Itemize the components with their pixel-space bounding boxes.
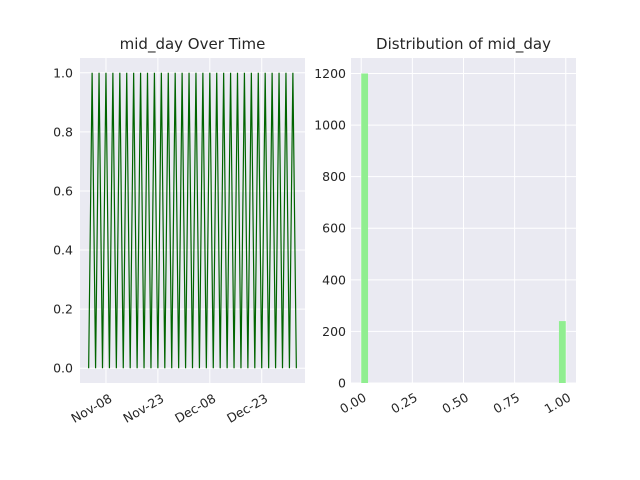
line-chart-y-tick-label: 0.8 bbox=[53, 124, 73, 139]
line-chart-x-tick-label: Dec-08 bbox=[172, 391, 218, 426]
line-chart-series-line bbox=[88, 72, 297, 369]
histogram-panel: 0 200 400 600 800 1000 1200 0.00 0.25 0.50 0.75 1.0… bbox=[314, 35, 576, 417]
histogram-y-tick-label: 1000 bbox=[314, 118, 346, 133]
line-chart-y-tick-label: 1.0 bbox=[53, 65, 73, 80]
line-chart-x-tick-label: Nov-08 bbox=[68, 391, 114, 426]
line-chart-panel: 0.0 0.2 0.4 0.6 0.8 1.0 Nov-08 Nov-23 Dec-08 Dec-… bbox=[53, 35, 305, 426]
histogram-bar bbox=[558, 321, 566, 383]
histogram-y-tick-label: 400 bbox=[322, 272, 346, 287]
line-chart-y-tick-label: 0.6 bbox=[53, 183, 73, 198]
histogram-y-tick-label: 1200 bbox=[314, 66, 346, 81]
histogram-y-tick-label: 800 bbox=[322, 169, 346, 184]
histogram-y-tick-label: 200 bbox=[322, 324, 346, 339]
line-chart-y-tick-label: 0.2 bbox=[53, 302, 73, 317]
line-chart-y-tick-label: 0.0 bbox=[53, 361, 73, 376]
histogram-y-tick-label: 0 bbox=[338, 376, 346, 391]
histogram-x-tick-label: 0.50 bbox=[439, 390, 471, 417]
histogram-y-tick-label: 600 bbox=[322, 221, 346, 236]
histogram-x-tick-label: 0.00 bbox=[337, 390, 369, 417]
line-chart-x-tick-label: Dec-23 bbox=[224, 391, 270, 426]
histogram-bar bbox=[361, 73, 369, 383]
line-chart-y-tick-label: 0.4 bbox=[53, 243, 73, 258]
line-chart-title: mid_day Over Time bbox=[120, 35, 266, 54]
histogram-x-tick-label: 0.25 bbox=[388, 390, 420, 417]
histogram-x-tick-label: 1.00 bbox=[542, 390, 574, 417]
line-chart-x-tick-label: Nov-23 bbox=[120, 391, 166, 426]
histogram-x-tick-label: 0.75 bbox=[491, 390, 523, 417]
histogram-title: Distribution of mid_day bbox=[376, 35, 551, 54]
